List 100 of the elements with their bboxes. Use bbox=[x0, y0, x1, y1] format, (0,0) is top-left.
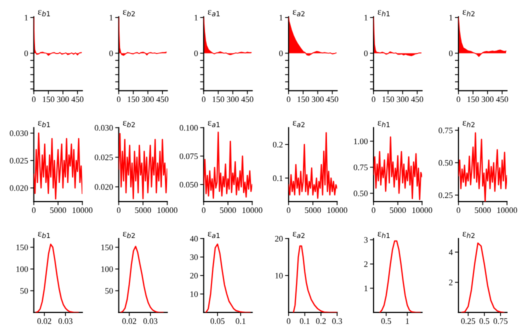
y-tick-label: 1 bbox=[194, 14, 198, 20]
y-tick-label: 150 bbox=[101, 244, 113, 250]
x-tick-label: 0 bbox=[286, 318, 290, 324]
y-tick-label: 100 bbox=[101, 266, 113, 272]
x-tick-label: 0 bbox=[116, 96, 120, 102]
line-series bbox=[379, 240, 421, 312]
x-tick-label: 0 bbox=[32, 96, 36, 102]
x-tick-label: 0.75 bbox=[494, 318, 508, 324]
x-tick-label: 0.2 bbox=[316, 318, 326, 324]
chart-title: ε$_{a2}$ bbox=[292, 120, 304, 128]
y-tick-label: 0 bbox=[194, 50, 198, 56]
x-tick-label: 5000 bbox=[305, 207, 321, 214]
y-tick-label: 0 bbox=[364, 50, 368, 56]
x-tick-label: 0.1 bbox=[236, 318, 246, 324]
x-tick-label: 450 bbox=[71, 96, 84, 102]
x-tick-label: 5000 bbox=[135, 207, 152, 214]
y-tick-label: 1 bbox=[110, 14, 113, 20]
x-tick-label: 450 bbox=[326, 96, 338, 102]
x-tick-label: 150 bbox=[468, 96, 479, 102]
chart-title: ε$_{a2}$ bbox=[292, 232, 304, 238]
line-series bbox=[120, 246, 164, 312]
y-tick-label: 1 bbox=[364, 286, 368, 292]
x-tick-label: 450 bbox=[496, 96, 508, 102]
x-tick-label: 0.03 bbox=[58, 318, 72, 324]
x-tick-label: 450 bbox=[241, 96, 254, 102]
x-tick-label: 0.1 bbox=[300, 318, 310, 324]
chart-title: ε$_{a2}$ bbox=[292, 10, 304, 16]
x-tick-label: 0.05 bbox=[210, 318, 224, 324]
y-tick-label: 0.50 bbox=[354, 190, 368, 196]
x-tick-label: 150 bbox=[42, 96, 54, 102]
x-tick-label: 0.3 bbox=[332, 318, 342, 324]
y-tick-label: 0.050 bbox=[180, 182, 198, 188]
y-tick-label: 20 bbox=[190, 272, 198, 278]
line-series bbox=[461, 242, 504, 312]
chart-title: ε$_{b2}$ bbox=[122, 10, 135, 16]
chart-title: ε$_{a1}$ bbox=[208, 120, 220, 128]
x-tick-label: 150 bbox=[128, 96, 140, 102]
y-tick-label: 0.25 bbox=[438, 192, 453, 198]
y-tick-label: 10 bbox=[275, 272, 283, 278]
chart-title: ε$_{h1}$ bbox=[378, 232, 390, 238]
x-tick-label: 0.02 bbox=[37, 318, 52, 324]
x-tick-label: 5000 bbox=[474, 207, 491, 214]
chart-title: ε$_{a1}$ bbox=[208, 232, 220, 238]
x-tick-label: 300 bbox=[482, 96, 494, 102]
y-tick-label: 0.1 bbox=[272, 175, 283, 182]
chart-title: ε$_{b2}$ bbox=[122, 120, 135, 128]
y-tick-label: 0.75 bbox=[438, 128, 453, 134]
x-tick-label: 10000 bbox=[242, 207, 262, 214]
y-tick-label: 1.00 bbox=[354, 138, 368, 144]
y-tick-label: 0.025 bbox=[10, 158, 28, 164]
x-tick-label: 0.03 bbox=[143, 318, 158, 324]
x-tick-label: 450 bbox=[156, 96, 168, 102]
line-series bbox=[118, 132, 168, 200]
x-tick-label: 150 bbox=[382, 96, 394, 102]
chart-title: ε$_{h2}$ bbox=[462, 10, 474, 16]
chart-title: ε$_{h1}$ bbox=[378, 120, 390, 128]
x-tick-label: 10000 bbox=[327, 207, 348, 214]
x-tick-label: 0.02 bbox=[122, 318, 136, 324]
y-tick-label: 0.020 bbox=[94, 184, 113, 190]
x-tick-label: 5000 bbox=[390, 207, 406, 214]
line-series bbox=[34, 132, 82, 200]
x-tick-label: 450 bbox=[411, 96, 424, 102]
y-tick-label: 0.030 bbox=[10, 130, 28, 136]
line-series bbox=[35, 244, 79, 312]
x-tick-label: 1 bbox=[406, 318, 409, 324]
y-tick-label: 0.075 bbox=[180, 153, 198, 160]
y-tick-label: 50 bbox=[105, 288, 113, 294]
x-tick-label: 0 bbox=[286, 96, 290, 102]
x-tick-label: 0 bbox=[372, 207, 376, 214]
x-tick-label: 300 bbox=[312, 96, 324, 102]
y-tick-label: 150 bbox=[16, 244, 28, 250]
chart-title: ε$_{b1}$ bbox=[38, 232, 50, 238]
x-tick-label: 10000 bbox=[412, 207, 432, 214]
y-tick-label: 4 bbox=[448, 250, 453, 256]
x-tick-label: 10000 bbox=[72, 207, 92, 214]
x-tick-label: 0 bbox=[202, 207, 206, 214]
y-tick-label: 2 bbox=[449, 280, 452, 286]
y-tick-label: 20 bbox=[275, 236, 283, 242]
x-tick-label: 0.5 bbox=[381, 318, 392, 324]
chart-title: ε$_{b2}$ bbox=[122, 232, 135, 238]
x-tick-label: 300 bbox=[57, 96, 69, 102]
chart-title: ε$_{h2}$ bbox=[462, 232, 474, 238]
chart-title: ε$_{b1}$ bbox=[38, 10, 50, 16]
line-series bbox=[288, 132, 338, 199]
y-tick-label: 0 bbox=[109, 50, 113, 56]
x-tick-label: 300 bbox=[226, 96, 239, 102]
y-tick-label: 30 bbox=[190, 254, 198, 260]
y-tick-label: 3 bbox=[364, 237, 368, 243]
x-tick-label: 300 bbox=[142, 96, 154, 102]
y-tick-label: 0.100 bbox=[180, 125, 198, 131]
chart-title: ε$_{h2}$ bbox=[462, 120, 474, 128]
x-tick-label: 150 bbox=[212, 96, 224, 102]
x-tick-label: 300 bbox=[396, 96, 409, 102]
y-tick-label: 0 bbox=[279, 50, 283, 56]
y-tick-label: 0.025 bbox=[94, 154, 113, 160]
chart-title: ε$_{b1}$ bbox=[38, 120, 50, 128]
x-tick-label: 0 bbox=[456, 96, 460, 102]
chart-title: ε$_{a1}$ bbox=[208, 10, 220, 16]
x-tick-label: 0 bbox=[286, 207, 290, 214]
y-tick-label: 2 bbox=[364, 261, 368, 267]
